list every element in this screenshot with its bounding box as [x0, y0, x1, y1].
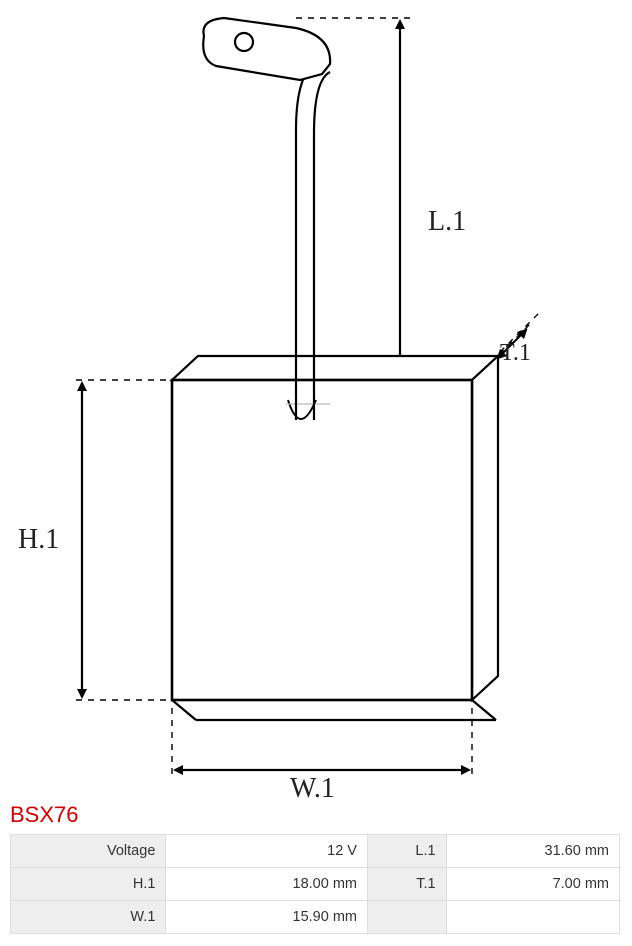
spec-val: 18.00 mm: [166, 868, 368, 901]
table-row: W.1 15.90 mm: [11, 901, 620, 934]
spec-val: 31.60 mm: [446, 835, 619, 868]
dim-l1-label: L.1: [428, 206, 466, 237]
spec-key: Voltage: [11, 835, 166, 868]
dim-h1: H.1: [18, 380, 172, 700]
dimension-diagram: L.1 T.1: [0, 0, 632, 800]
table-row: Voltage 12 V L.1 31.60 mm: [11, 835, 620, 868]
dim-h1-label: H.1: [18, 524, 59, 555]
spec-key: [367, 901, 446, 934]
spec-val: 7.00 mm: [446, 868, 619, 901]
dim-t1-label: T.1: [500, 340, 531, 366]
dimension-svg: L.1 T.1: [0, 0, 632, 800]
product-code: BSX76: [0, 802, 632, 828]
spec-val: 12 V: [166, 835, 368, 868]
dim-w1: W.1: [172, 708, 472, 800]
table-row: H.1 18.00 mm T.1 7.00 mm: [11, 868, 620, 901]
spec-val: 15.90 mm: [166, 901, 368, 934]
spec-key: L.1: [367, 835, 446, 868]
terminal-lug: [203, 18, 330, 80]
spec-key: W.1: [11, 901, 166, 934]
spec-table: Voltage 12 V L.1 31.60 mm H.1 18.00 mm T…: [10, 834, 620, 934]
spec-key: T.1: [367, 868, 446, 901]
brush-body: [172, 356, 498, 720]
spec-val: [446, 901, 619, 934]
spec-key: H.1: [11, 868, 166, 901]
dim-w1-label: W.1: [290, 773, 335, 800]
